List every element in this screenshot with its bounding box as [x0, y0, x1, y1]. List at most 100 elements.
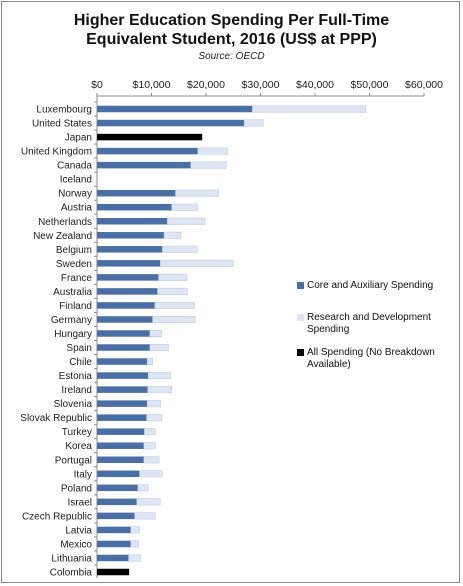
- bar-core: [97, 358, 148, 365]
- x-tick-label: $20,000: [187, 79, 225, 91]
- category-label: United Kingdom: [21, 147, 92, 158]
- legend-label-core: Core and Auxiliary Spending: [307, 280, 434, 291]
- bar-research: [158, 273, 188, 281]
- bar-core: [97, 288, 158, 295]
- category-label: Lithuania: [51, 553, 92, 564]
- bar-research: [130, 526, 140, 534]
- bar-core: [97, 161, 191, 169]
- bar-research: [152, 315, 196, 323]
- bar-research: [139, 470, 163, 478]
- category-label: Czech Republic: [22, 511, 92, 522]
- bar-research: [143, 456, 160, 464]
- category-label: Turkey: [62, 427, 92, 438]
- category-label: Germany: [51, 315, 92, 326]
- category-label: Poland: [61, 483, 92, 494]
- bar-core: [97, 246, 163, 253]
- bar-core: [97, 189, 176, 197]
- bar-research: [144, 428, 156, 436]
- legend-swatch-core: [297, 282, 304, 289]
- bar-research: [252, 105, 366, 113]
- bar-core: [97, 372, 149, 379]
- category-label: Finland: [59, 301, 92, 312]
- category-label: New Zealand: [33, 231, 92, 242]
- category-label: Latvia: [65, 525, 92, 536]
- x-tick-label: $50,000: [351, 79, 389, 91]
- bar-research: [146, 414, 163, 422]
- bar-research: [146, 358, 153, 366]
- x-tick-label: $10,000: [133, 79, 171, 91]
- category-label: Mexico: [60, 539, 92, 550]
- bar-research: [171, 203, 199, 211]
- bar-core: [97, 274, 159, 281]
- chart-title-line-2: Equivalent Student, 2016 (US$ at PPP): [86, 31, 377, 48]
- bar-research: [243, 119, 264, 127]
- category-label: Austria: [61, 203, 93, 214]
- x-tick-label: $40,000: [296, 79, 334, 91]
- bar-core: [97, 470, 140, 478]
- bar-all-spending: [97, 568, 130, 576]
- category-label: Ireland: [61, 385, 92, 396]
- bar-research: [157, 287, 188, 295]
- bar-core: [97, 512, 135, 520]
- bar-research: [154, 301, 195, 309]
- bar-research: [147, 372, 171, 380]
- bar-research: [190, 161, 227, 169]
- bar-core: [97, 344, 150, 351]
- bar-core: [97, 414, 147, 421]
- category-label: Netherlands: [38, 217, 92, 228]
- bar-research: [162, 245, 198, 253]
- category-label: Iceland: [60, 175, 92, 186]
- bar-core: [97, 302, 155, 309]
- bar-research: [143, 442, 156, 450]
- bar-core: [97, 428, 145, 435]
- legend-swatch-all: [297, 349, 304, 356]
- legend-item-core: Core and Auxiliary Spending: [297, 280, 457, 292]
- category-label: Hungary: [54, 329, 92, 340]
- bar-core: [97, 386, 148, 393]
- legend-label-research: Research and Development Spending: [307, 312, 431, 335]
- bar-all-spending: [97, 133, 203, 141]
- x-tick-label: $30,000: [242, 79, 280, 91]
- bar-core: [97, 147, 198, 155]
- bar-research: [147, 386, 172, 394]
- bar-research: [197, 147, 229, 155]
- bar-core: [97, 456, 144, 464]
- legend-item-all: All Spending (No Breakdown Available): [297, 347, 457, 371]
- bar-core: [97, 554, 129, 562]
- category-label: France: [61, 273, 93, 284]
- bar-research: [128, 554, 141, 562]
- bar-core: [97, 540, 131, 548]
- category-label: Colombia: [50, 568, 93, 579]
- bar-core: [97, 442, 144, 449]
- bar-core: [97, 498, 137, 506]
- bar-research: [149, 344, 169, 352]
- category-label: Belgium: [56, 245, 92, 256]
- category-label: Canada: [57, 161, 92, 172]
- category-label: Sweden: [56, 259, 92, 270]
- bar-core: [97, 526, 131, 534]
- legend-item-research: Research and Development Spending: [297, 312, 455, 336]
- category-label: Spain: [66, 343, 92, 354]
- category-label: United States: [32, 119, 92, 130]
- bar-research: [167, 217, 206, 225]
- bar-research: [130, 540, 139, 548]
- bar-core: [97, 484, 138, 492]
- chart-subtitle: Source: OECD: [198, 51, 265, 62]
- bar-core: [97, 400, 148, 407]
- x-tick-label: $60,000: [405, 79, 443, 91]
- bar-core: [97, 203, 172, 211]
- bar-research: [159, 259, 234, 267]
- bar-research: [175, 189, 219, 197]
- bar-research: [149, 329, 163, 337]
- bar-core: [97, 316, 153, 323]
- category-label: Slovak Republic: [20, 413, 92, 424]
- category-label: Israel: [68, 497, 92, 508]
- bar-research: [137, 484, 149, 492]
- category-label: Japan: [65, 133, 92, 144]
- category-label: Italy: [74, 469, 92, 480]
- category-label: Korea: [65, 441, 92, 452]
- bar-research: [136, 498, 161, 506]
- category-label: Australia: [53, 287, 92, 298]
